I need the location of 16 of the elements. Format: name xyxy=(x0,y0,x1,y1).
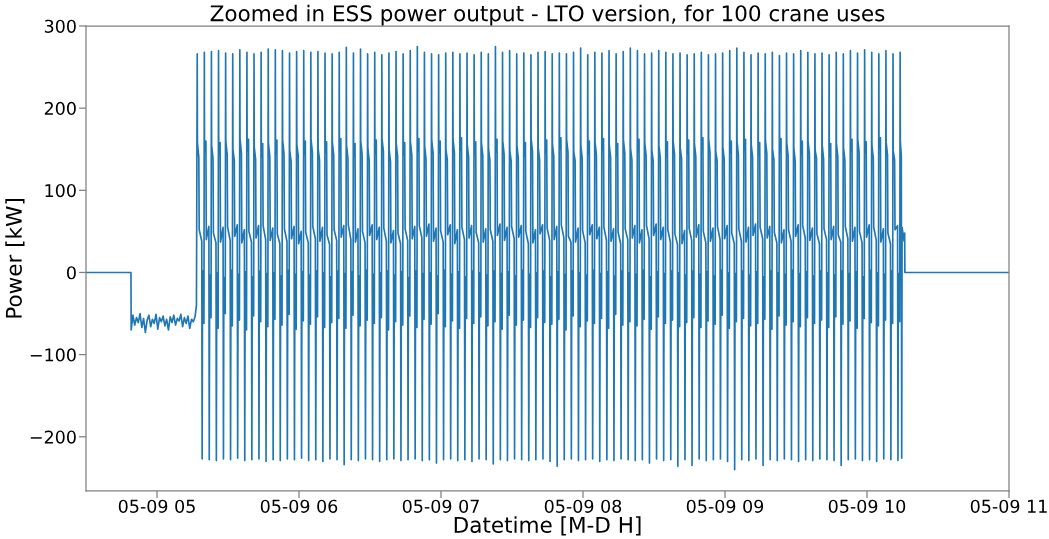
y-tick-label: −200 xyxy=(30,430,76,444)
x-tick-label: 05-09 07 xyxy=(402,499,479,513)
y-tick-label: 0 xyxy=(66,266,76,280)
y-tick-label: 200 xyxy=(44,101,76,116)
chart-title: Zoomed in ESS power output - LTO version, for 100 crane uses xyxy=(210,4,885,26)
x-tick-label: 05-09 05 xyxy=(118,499,195,513)
x-tick-label: 05-09 09 xyxy=(686,499,764,513)
x-tick-label: 05-09 11 xyxy=(970,499,1047,513)
x-tick-label: 05-09 08 xyxy=(544,499,622,513)
y-axis-title: Power [kW] xyxy=(5,199,25,318)
y-tick-label: 100 xyxy=(45,183,76,198)
x-tick-label: 05-09 06 xyxy=(260,499,338,513)
x-axis-title: Datetime [M-D H] xyxy=(454,516,641,536)
x-tick-label: 05-09 10 xyxy=(828,499,906,513)
y-tick-label: −100 xyxy=(30,348,76,362)
y-tick-label: 300 xyxy=(44,19,76,33)
